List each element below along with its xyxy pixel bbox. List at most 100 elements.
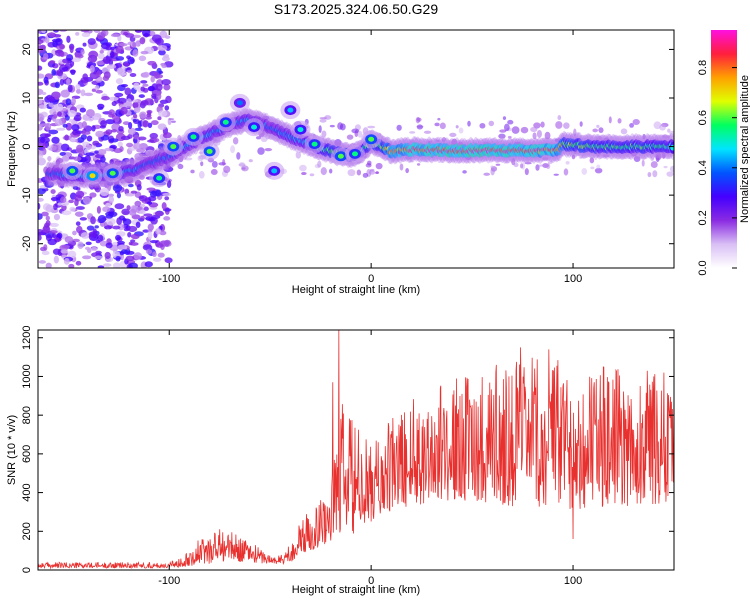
spectrogram-noise-speck [77,137,85,143]
spectrogram-noise-speck [143,213,153,217]
spectrogram-noise-speck [146,201,153,205]
spectrogram-noise-speck [105,45,112,51]
spectrogram-noise-speck [150,75,155,83]
spectrogram-noise-speck [120,83,128,88]
spectrogram-noise-speck [70,137,76,143]
spectrogram-noise-speck [571,154,576,160]
spectrogram-noise-speck [537,164,545,167]
spectrogram-noise-speck [620,128,628,135]
spectrogram-noise-speck [75,83,81,90]
spectrogram-noise-speck [104,147,114,152]
spectrogram-noise-speck [101,96,110,101]
spectrogram-noise-speck [127,56,135,65]
spectrogram-noise-speck [139,37,146,45]
spectrogram-noise-speck [41,250,50,256]
spectrogram-noise-speck [38,213,43,220]
spectrogram-noise-speck [126,98,132,106]
spectrogram-noise-speck [142,83,149,87]
spectrogram-noise-speck [38,113,45,122]
spectrogram-noise-speck [125,33,135,38]
spectrogram-noise-speck [650,156,655,161]
spectrogram-noise-speck [178,154,184,163]
snr-x-tick-label: 100 [564,575,582,587]
spectrogram-noise-speck [563,168,569,176]
spectrogram-noise-speck [65,98,72,106]
spectrogram-noise-speck [75,206,85,210]
spectrogram-noise-speck [416,163,421,166]
spectrogram-noise-speck [159,30,168,39]
spectrogram-noise-speck [105,129,113,135]
spectrogram-noise-speck [592,128,598,133]
spectrogram-noise-speck [102,206,111,213]
spectrogram-noise-speck [162,132,172,139]
spectrogram-blob-core [170,144,177,150]
spectrogram-noise-speck [629,123,635,128]
spectrogram-noise-speck [89,64,95,73]
spectrogram-noise-speck [144,261,153,268]
spectrogram-noise-speck [112,183,123,192]
spectrogram-noise-speck [38,39,44,45]
spectrogram-noise-speck [503,123,510,132]
spectrogram-noise-speck [132,49,139,57]
spectrogram-noise-speck [97,52,105,60]
spectrogram-noise-speck [112,225,121,230]
spectrogram-noise-speck [79,107,86,113]
spectrogram-noise-speck [74,54,84,59]
spectrogram-noise-speck [96,70,101,78]
spectrogram-noise-speck [147,231,153,240]
snr-x-tick-label: -100 [158,575,180,587]
spectrogram-noise-speck [579,121,583,127]
spectrogram-blob-core [297,127,304,133]
spectrogram-noise-speck [48,32,55,38]
spectrogram-noise-speck [589,157,595,164]
spectrogram-noise-speck [60,51,65,58]
spectrogram-noise-speck [72,230,77,236]
spectrogram-frame [37,29,675,269]
spectrogram-noise-speck [67,109,77,118]
spectrogram-noise-speck [56,157,64,164]
spectrogram-noise-speck [132,113,138,119]
spectrogram-noise-speck [155,83,163,91]
spectrogram-noise-speck [647,171,652,178]
snr-x-axis-title: Height of straight line (km) [292,584,420,596]
spectrogram-y-tick-label: 10 [21,92,33,104]
spectrogram-noise-speck [659,124,666,131]
snr-panel: -100 0 100 0 200 400 600 800 1000 1200 Height of… [6,325,675,596]
spectrogram-noise-speck [143,206,149,212]
spectrogram-noise-speck [94,185,102,193]
spectrogram-noise-speck [104,251,111,260]
spectrogram-noise-speck [257,147,265,155]
spectrogram-noise-speck [71,57,82,63]
spectrogram-noise-speck [594,167,603,174]
spectrogram-noise-speck [524,162,532,165]
spectrogram-y-axis-title: Frequency (Hz) [6,111,18,187]
spectrogram-noise-speck [301,172,307,176]
spectrogram-noise-speck [416,117,422,122]
spectrogram-noise-speck [140,100,149,106]
spectrogram-noise-speck [45,122,52,131]
spectrogram-noise-speck [573,128,577,137]
spectrogram-noise-speck [161,64,167,69]
spectrogram-noise-speck [127,225,138,233]
spectrogram-noise-speck [495,163,501,166]
spectrogram-noise-speck [511,126,520,134]
spectrogram-noise-speck [122,217,127,222]
spectrogram-noise-speck [71,124,80,132]
spectrogram-noise-speck [248,159,253,163]
spectrogram-noise-speck [108,109,116,116]
spectrogram-noise-speck [56,127,66,131]
spectrogram-blob-core [89,173,96,179]
snr-x-tick-label: 0 [368,575,374,587]
spectrogram-noise-speck [309,173,315,177]
spectrogram-noise-speck [47,238,57,246]
spectrogram-noise-speck [115,45,124,54]
spectrogram-noise-speck [52,40,58,48]
spectrogram-noise-speck [40,246,47,252]
spectrogram-noise-speck [123,228,130,232]
spectrogram-noise-speck [38,260,46,264]
spectrogram-noise-speck [59,43,65,50]
spectrogram-noise-speck [132,41,137,48]
spectrogram-noise-speck [151,95,158,100]
spectrogram-noise-speck [423,130,432,134]
spectrogram-noise-speck [140,80,148,84]
